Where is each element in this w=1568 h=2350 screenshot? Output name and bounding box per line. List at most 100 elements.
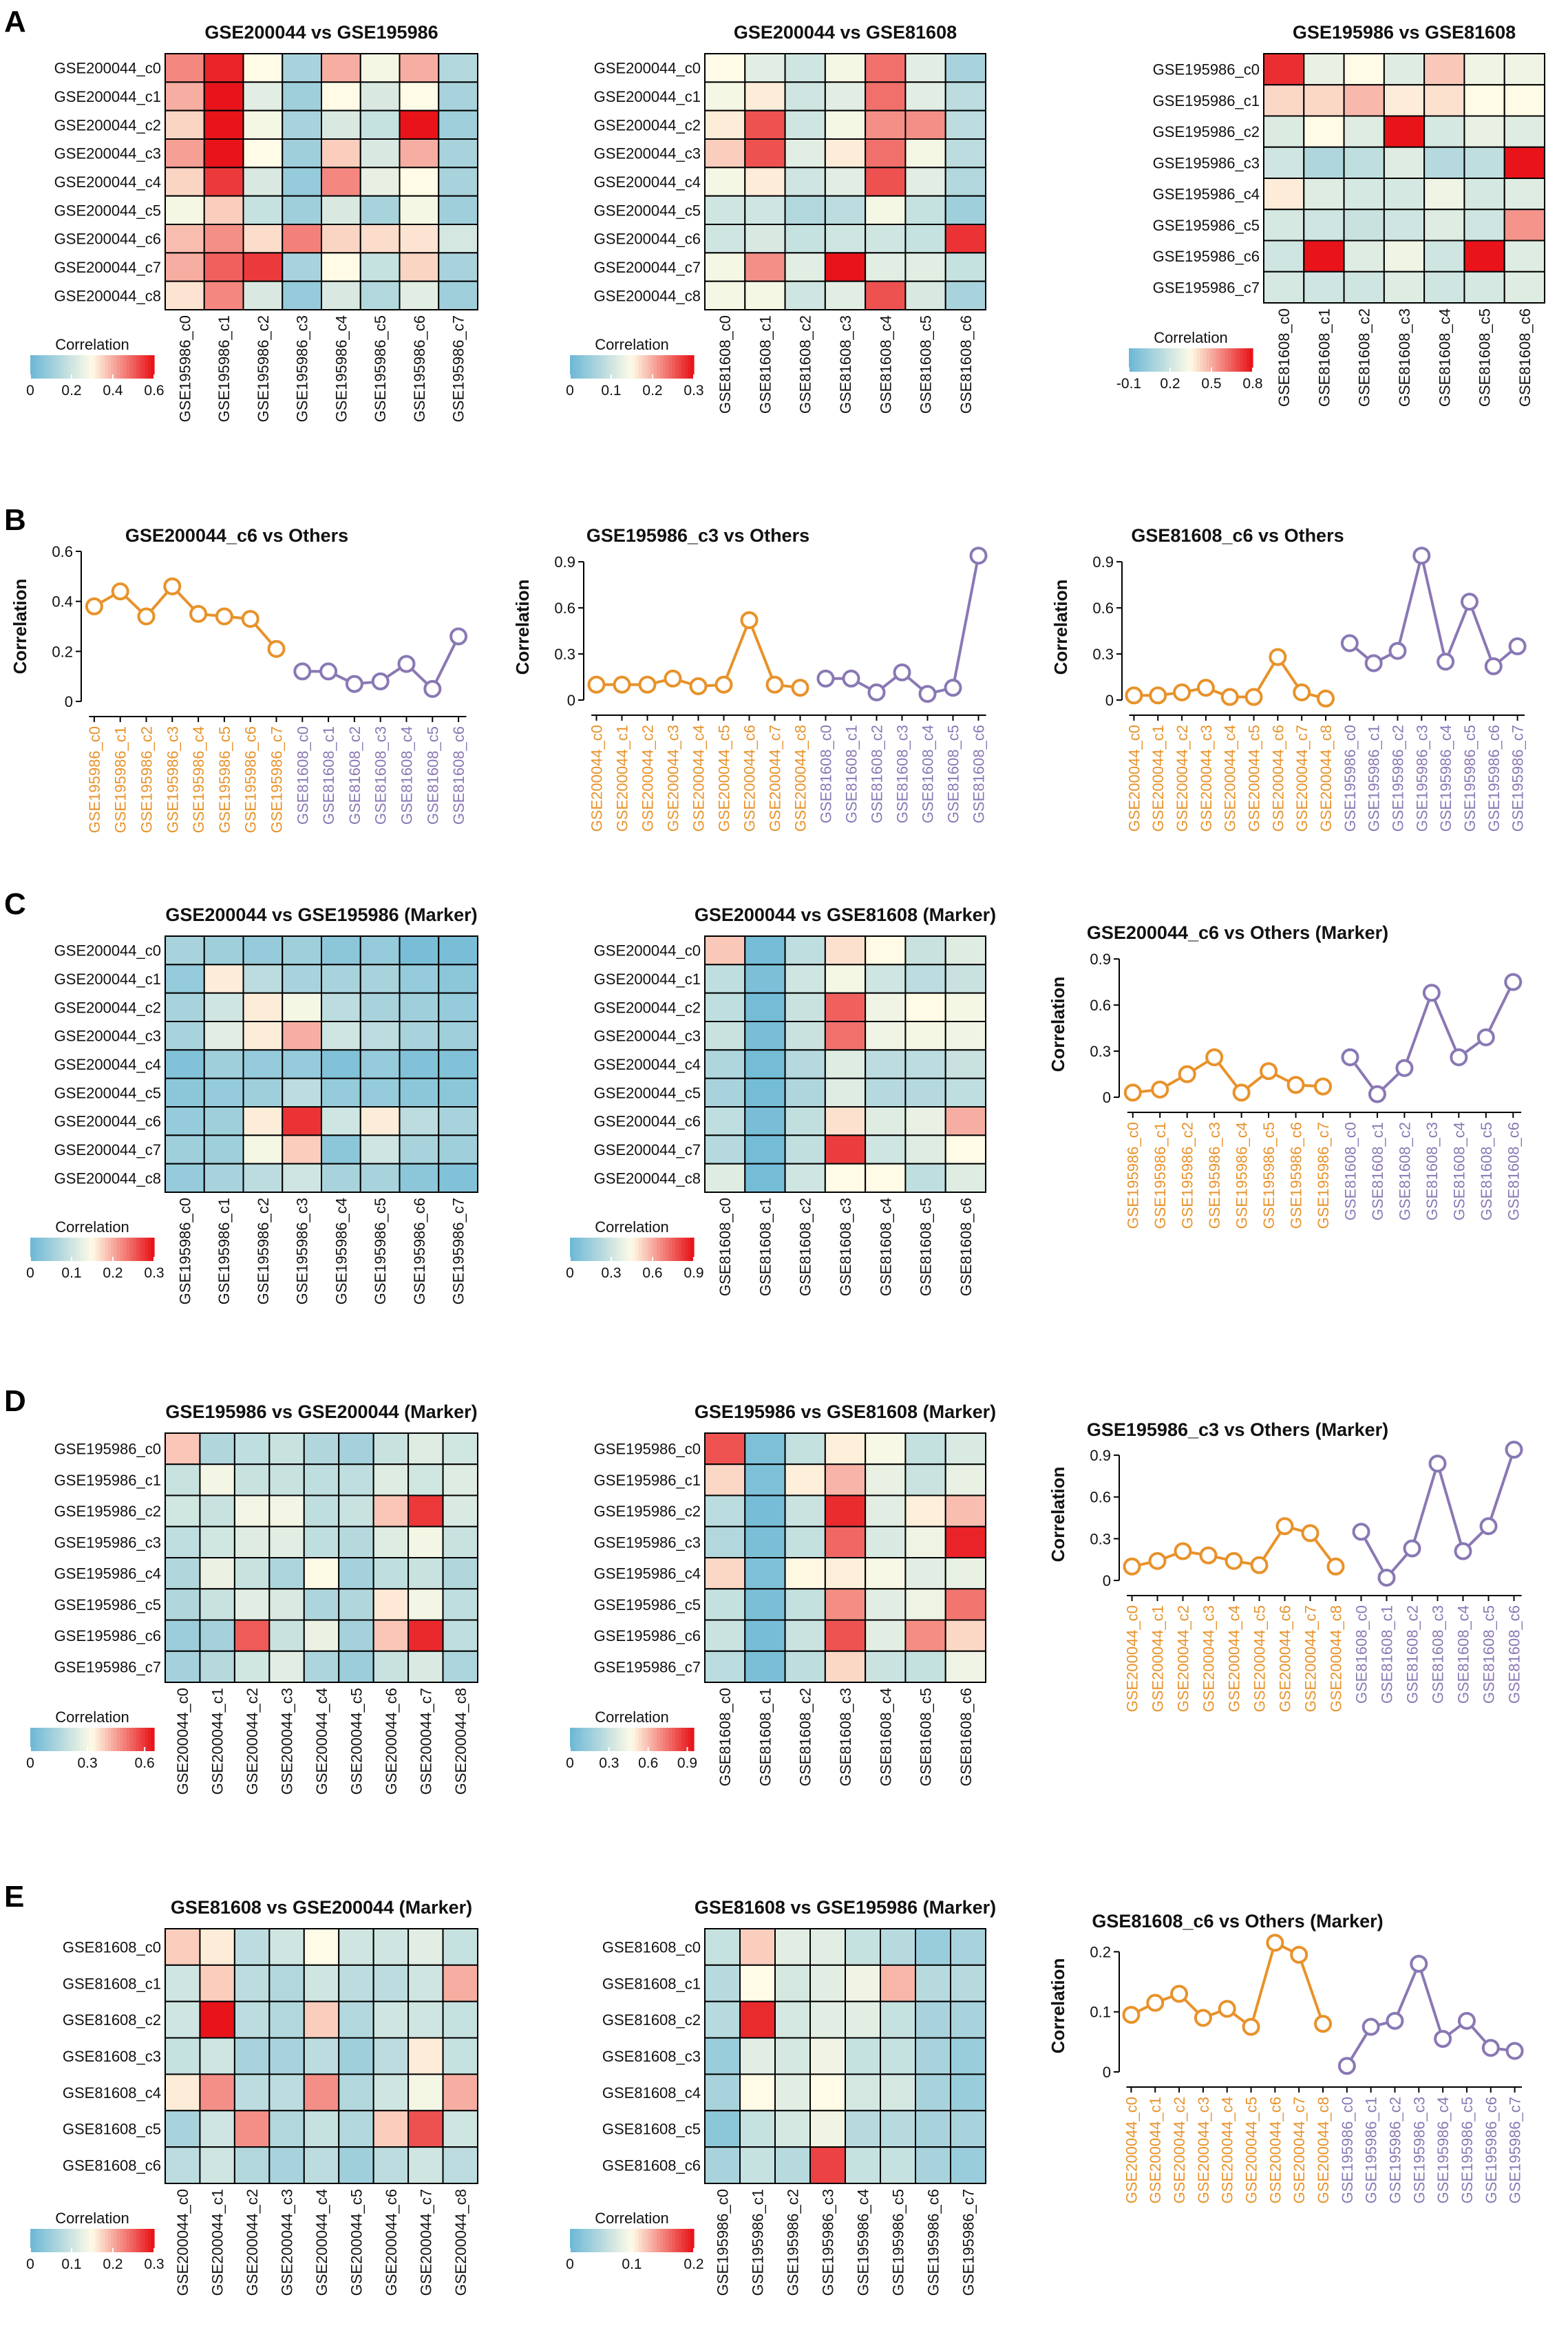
heatmap-cell	[165, 2037, 201, 2075]
legend-gradient-step	[45, 1728, 50, 1751]
heatmap-cell	[203, 252, 244, 282]
legend-gradient-step	[1187, 348, 1191, 372]
heatmap-cell	[1303, 115, 1345, 148]
legend-gradient-step	[151, 355, 155, 379]
heatmap-cell	[774, 2000, 811, 2039]
legend-gradient-step	[101, 1238, 105, 1261]
heatmap-cell	[865, 1432, 907, 1465]
x-tick-label: GSE195986_c3	[164, 726, 181, 833]
heatmap-cell	[845, 2110, 881, 2148]
data-point	[1479, 1517, 1498, 1536]
heatmap-cell	[944, 935, 986, 966]
x-tick-label: GSE200044_c3	[665, 725, 682, 832]
heatmap-cell	[1303, 53, 1345, 86]
heatmap-cell	[165, 2146, 201, 2184]
legend-gradient-step	[684, 1728, 688, 1751]
y-axis-title: Correlation	[512, 580, 533, 675]
data-point	[319, 662, 338, 681]
data-point	[1386, 2011, 1404, 2030]
heatmap-cell	[739, 2073, 776, 2112]
legend-tick-label: 0.2	[61, 383, 81, 399]
legend-gradient-step	[49, 1238, 53, 1261]
legend-gradient-step	[653, 1238, 657, 1261]
heatmap-cell	[739, 2110, 776, 2148]
heatmap-row-label: GSE195986_c2	[1153, 123, 1260, 140]
legend-gradient-step	[95, 1238, 99, 1261]
heatmap-cell	[321, 1134, 361, 1165]
legend-gradient-step	[1178, 348, 1183, 372]
heatmap-cell	[203, 280, 244, 310]
data-point	[1388, 642, 1407, 660]
heatmap-cell	[904, 224, 946, 254]
data-point	[1178, 1065, 1196, 1083]
heatmap-cell	[203, 1163, 244, 1193]
heatmap-cell	[1463, 53, 1505, 86]
x-tick-label: GSE195986_c5	[1459, 2097, 1476, 2203]
heatmap-row-label: GSE200044_c6	[54, 1113, 161, 1130]
heatmap-cell	[774, 2073, 811, 2112]
legend-gradient-step	[105, 1728, 109, 1751]
heatmap-cell	[372, 1650, 410, 1683]
x-tick-label: GSE81608_c5	[1481, 1605, 1498, 1704]
heatmap-cell	[704, 224, 746, 254]
legend-gradient-step	[120, 1728, 124, 1751]
data-point	[1205, 1048, 1224, 1066]
heatmap-title: GSE195986 vs GSE200044 (Marker)	[165, 1401, 477, 1422]
data-point	[267, 639, 286, 658]
heatmap-row-label: GSE200044_c0	[594, 942, 701, 960]
legend-gradient-step	[145, 1728, 149, 1751]
heatmap-cell	[784, 1494, 826, 1527]
heatmap-col-label: GSE81608_c0	[717, 1198, 734, 1296]
x-tick-label: GSE195986_c1	[1152, 1122, 1169, 1229]
heatmap-cell	[438, 1106, 478, 1136]
y-tick-label: 0.3	[554, 646, 575, 663]
heatmap-cell	[359, 935, 401, 966]
heatmap-cell	[242, 1077, 284, 1108]
heatmap-cell	[359, 280, 401, 310]
heatmap-cell	[199, 1494, 235, 1527]
legend-gradient-step	[641, 1238, 645, 1261]
legend-gradient-step	[1249, 348, 1253, 372]
heatmap-row-label: GSE195986_c7	[1153, 279, 1260, 296]
heatmap-row-label: GSE81608_c5	[63, 2121, 161, 2138]
heatmap-cell	[880, 1964, 916, 2002]
heatmap-col-label: GSE81608_c5	[918, 1198, 935, 1296]
data-point	[1484, 657, 1503, 675]
legend-gradient-step	[607, 355, 611, 379]
legend-gradient-step	[647, 1728, 651, 1751]
line-chart-title: GSE195986_c3 vs Others	[586, 525, 809, 546]
legend-gradient-step	[684, 1238, 688, 1261]
legend-gradient-step	[80, 1728, 84, 1751]
heatmap-cell	[242, 1163, 284, 1193]
legend-gradient-step	[101, 355, 105, 379]
heatmap-cell	[165, 2110, 201, 2148]
heatmap-cell	[784, 964, 826, 994]
heatmap-cell	[268, 2146, 305, 2184]
x-tick-label: GSE81608_c5	[1478, 1122, 1495, 1220]
heatmap-cell	[944, 1021, 986, 1051]
heatmap-row-label: GSE81608_c6	[63, 2157, 161, 2174]
heatmap-cell	[944, 280, 986, 310]
heatmap-row-label: GSE195986_c0	[594, 1441, 701, 1458]
heatmap-c2: GSE200044 vs GSE81608 (Marker) GSE200044_…	[566, 904, 996, 1296]
heatmap-cell	[1503, 178, 1546, 211]
heatmap-cell	[704, 935, 746, 966]
heatmap-cell	[268, 2037, 305, 2075]
heatmap-row-label: GSE200044_c7	[594, 1141, 701, 1158]
heatmap-cell	[321, 167, 361, 197]
x-tick-label: GSE195986_c0	[1342, 725, 1359, 832]
legend-gradient-step	[111, 355, 115, 379]
heatmap-row-label: GSE200044_c3	[594, 145, 701, 162]
heatmap-cell	[321, 1049, 361, 1079]
heatmap-cell	[282, 1106, 322, 1136]
legend-gradient-step	[576, 1238, 580, 1261]
legend-gradient-step	[1225, 348, 1229, 372]
heatmap-cell	[809, 2073, 846, 2112]
heatmap-row-label: GSE200044_c1	[594, 88, 701, 105]
series-gse200044: GSE200044_c0 GSE200044_c1 GSE200044_c2 GSE2…	[1122, 1934, 1332, 2203]
heatmap-col-label: GSE81608_c1	[1315, 308, 1333, 407]
legend-gradient-step	[136, 2229, 140, 2252]
heatmap-cell	[904, 280, 946, 310]
heatmap-cell	[203, 167, 244, 197]
